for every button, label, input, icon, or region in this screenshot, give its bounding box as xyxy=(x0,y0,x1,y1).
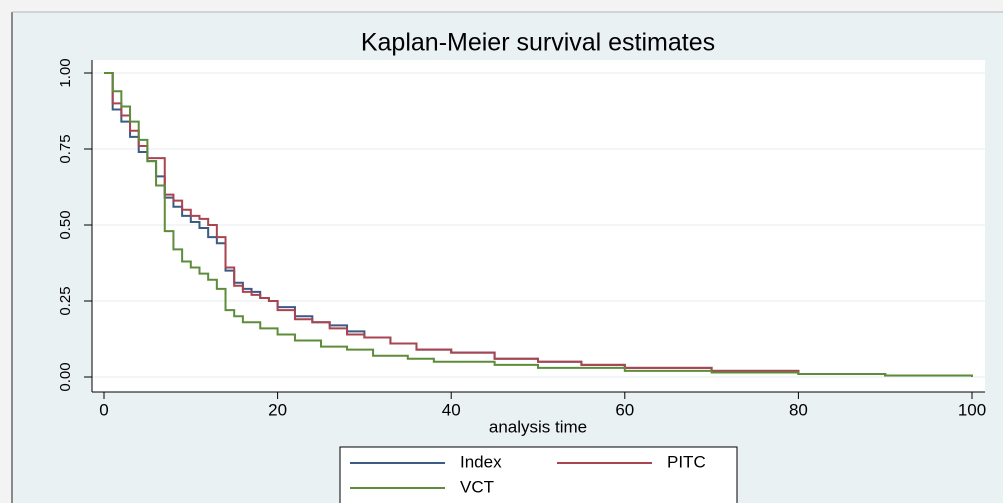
y-tick-label: 0.50 xyxy=(57,210,74,239)
y-tick-label: 0.25 xyxy=(57,286,74,315)
x-axis-label: analysis time xyxy=(489,417,587,436)
plot-area xyxy=(92,60,985,392)
y-tick-label: 1.00 xyxy=(57,58,74,87)
survival-line xyxy=(104,72,973,377)
x-tick-label: 60 xyxy=(615,400,634,419)
legend-label: PITC xyxy=(667,452,706,471)
legend-label: Index xyxy=(460,452,502,471)
legend xyxy=(339,446,738,503)
window-top xyxy=(0,0,1003,12)
survival-line xyxy=(104,72,973,377)
legend-label: VCT xyxy=(460,477,494,496)
y-tick-label: 0.75 xyxy=(57,134,74,163)
x-tick-label: 100 xyxy=(958,400,986,419)
x-tick-label: 20 xyxy=(268,400,287,419)
x-tick-label: 80 xyxy=(789,400,808,419)
chart-title: Kaplan-Meier survival estimates xyxy=(361,29,715,57)
y-tick-label: 0.00 xyxy=(57,362,74,391)
x-tick-label: 0 xyxy=(99,400,108,419)
window-left xyxy=(0,12,12,503)
x-tick-label: 40 xyxy=(442,400,461,419)
